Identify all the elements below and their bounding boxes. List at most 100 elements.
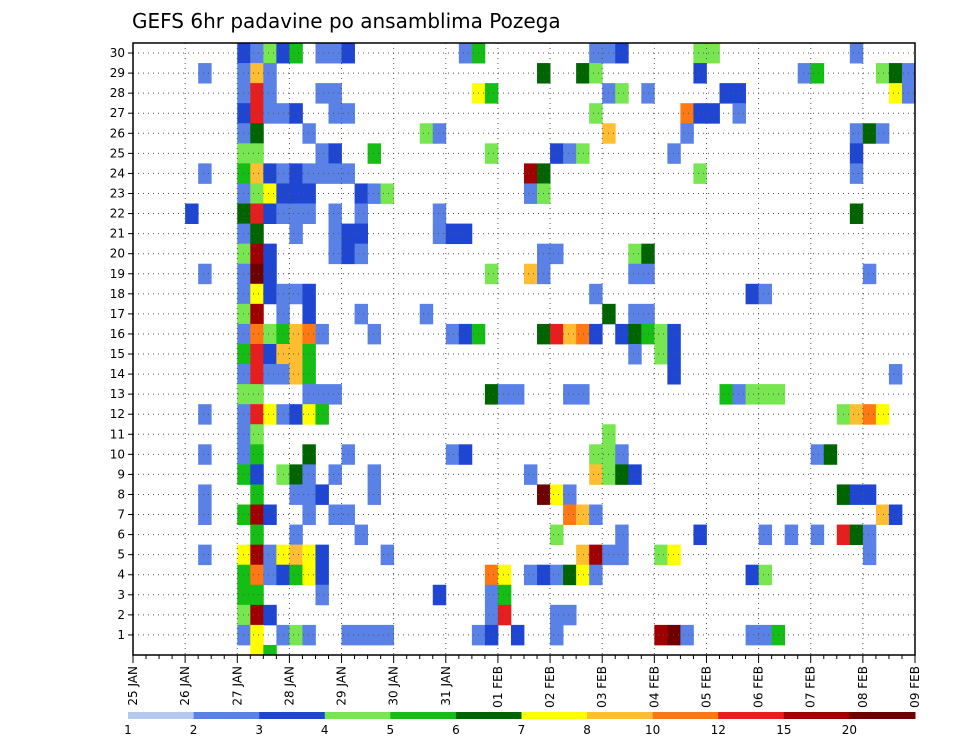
heatmap-cell bbox=[667, 364, 681, 385]
y-tick-label: 27 bbox=[110, 106, 125, 120]
heatmap-cell bbox=[875, 63, 890, 84]
heatmap-cell bbox=[484, 624, 499, 646]
heatmap-cell bbox=[289, 484, 316, 505]
heatmap-cell bbox=[185, 203, 199, 224]
heatmap-cell bbox=[237, 143, 264, 164]
heatmap-cell bbox=[589, 283, 603, 305]
heatmap-cell bbox=[563, 504, 577, 525]
heatmap-cell bbox=[524, 163, 538, 184]
heatmap-cell bbox=[289, 103, 303, 124]
colorbar-swatch bbox=[259, 712, 326, 719]
heatmap-cell bbox=[849, 163, 864, 184]
y-tick-label: 7 bbox=[117, 508, 125, 522]
heatmap-cell bbox=[602, 544, 629, 566]
x-tick-label: 05 FEB bbox=[699, 666, 713, 708]
heatmap-cell bbox=[667, 624, 681, 646]
colorbar-label: 7 bbox=[518, 723, 526, 737]
heatmap-cell bbox=[589, 464, 603, 485]
heatmap-cell bbox=[445, 323, 460, 345]
x-tick-label: 06 FEB bbox=[752, 666, 766, 708]
heatmap-cell bbox=[497, 584, 512, 606]
heatmap-cell bbox=[563, 564, 577, 586]
heatmap-cell bbox=[263, 203, 277, 224]
heatmap-cell bbox=[315, 323, 329, 345]
heatmap-cell bbox=[367, 143, 382, 164]
y-tick-label: 28 bbox=[110, 86, 125, 100]
heatmap-cell bbox=[810, 63, 825, 84]
heatmap-cell bbox=[484, 384, 499, 405]
y-tick-label: 1 bbox=[117, 628, 125, 642]
heatmap-cell bbox=[849, 524, 864, 546]
heatmap-cell bbox=[445, 223, 473, 245]
heatmap-cell bbox=[745, 283, 759, 305]
y-tick-label: 25 bbox=[110, 146, 125, 160]
colorbar-label: 2 bbox=[190, 723, 198, 737]
colorbar-swatch bbox=[324, 712, 391, 719]
x-tick-label: 09 FEB bbox=[908, 666, 922, 708]
heatmap-cell bbox=[289, 223, 303, 245]
heatmap-cell bbox=[862, 263, 877, 285]
heatmap-cell bbox=[524, 564, 538, 586]
heatmap-cell bbox=[250, 103, 264, 124]
heatmap-cell bbox=[484, 83, 499, 104]
heatmap-cell bbox=[250, 263, 264, 285]
heatmap-cell bbox=[628, 303, 655, 325]
x-tick-label: 29 JAN bbox=[335, 666, 349, 706]
heatmap-cell bbox=[419, 303, 434, 325]
heatmap-cell bbox=[589, 323, 603, 345]
heatmap-cell bbox=[263, 103, 290, 124]
y-tick-label: 26 bbox=[110, 126, 125, 140]
heatmap-cell bbox=[589, 504, 603, 525]
heatmap-cell bbox=[654, 544, 668, 566]
x-tick-label: 31 JAN bbox=[439, 666, 453, 706]
heatmap-cell bbox=[263, 504, 277, 525]
y-tick-label: 24 bbox=[110, 166, 125, 180]
heatmap-cell bbox=[589, 103, 603, 124]
heatmap-cell bbox=[302, 384, 342, 405]
heatmap-cell bbox=[302, 464, 316, 485]
y-tick-label: 5 bbox=[117, 548, 125, 562]
x-tick-label: 28 JAN bbox=[282, 666, 296, 706]
heatmap-cell bbox=[263, 343, 277, 365]
heatmap-cell bbox=[758, 564, 773, 586]
heatmap-cell bbox=[328, 203, 342, 224]
heatmap-cell bbox=[576, 143, 590, 164]
heatmap-cell bbox=[263, 83, 277, 104]
heatmap-cell bbox=[667, 323, 681, 345]
x-tick-label: 04 FEB bbox=[647, 666, 661, 708]
heatmap-cell bbox=[810, 524, 825, 546]
y-tick-label: 14 bbox=[110, 367, 125, 381]
colorbar-swatch bbox=[849, 712, 916, 719]
heatmap-cell bbox=[250, 484, 264, 505]
colorbar-swatch bbox=[521, 712, 588, 719]
heatmap-cell bbox=[341, 223, 368, 245]
y-tick-label: 17 bbox=[110, 307, 125, 321]
heatmap-cell bbox=[263, 183, 277, 204]
heatmap-cell bbox=[263, 604, 277, 626]
heatmap-cell bbox=[497, 604, 512, 626]
heatmap-cell bbox=[315, 564, 329, 586]
y-tick-label: 8 bbox=[117, 487, 125, 501]
heatmap-cell bbox=[263, 364, 290, 385]
heatmap-cell bbox=[484, 263, 499, 285]
heatmap-cell bbox=[745, 564, 759, 586]
heatmap-cell bbox=[302, 323, 316, 345]
heatmap-cell bbox=[250, 203, 264, 224]
heatmap-cell bbox=[354, 243, 368, 265]
heatmap-cell bbox=[315, 484, 329, 505]
x-tick-label: 27 JAN bbox=[230, 666, 244, 706]
heatmap-cell bbox=[289, 624, 303, 646]
y-tick-label: 10 bbox=[110, 447, 125, 461]
heatmap-cell bbox=[302, 404, 316, 425]
heatmap-cell bbox=[888, 63, 903, 84]
heatmap-cell bbox=[654, 343, 668, 365]
colorbar-label: 10 bbox=[645, 723, 660, 737]
heatmap-cell bbox=[823, 444, 838, 465]
heatmap-cell bbox=[302, 283, 316, 305]
heatmap-cell bbox=[615, 464, 629, 485]
heatmap-cell bbox=[198, 484, 212, 505]
heatmap-cell bbox=[367, 183, 382, 204]
heatmap-cell bbox=[888, 83, 903, 104]
heatmap-cell bbox=[302, 123, 316, 144]
